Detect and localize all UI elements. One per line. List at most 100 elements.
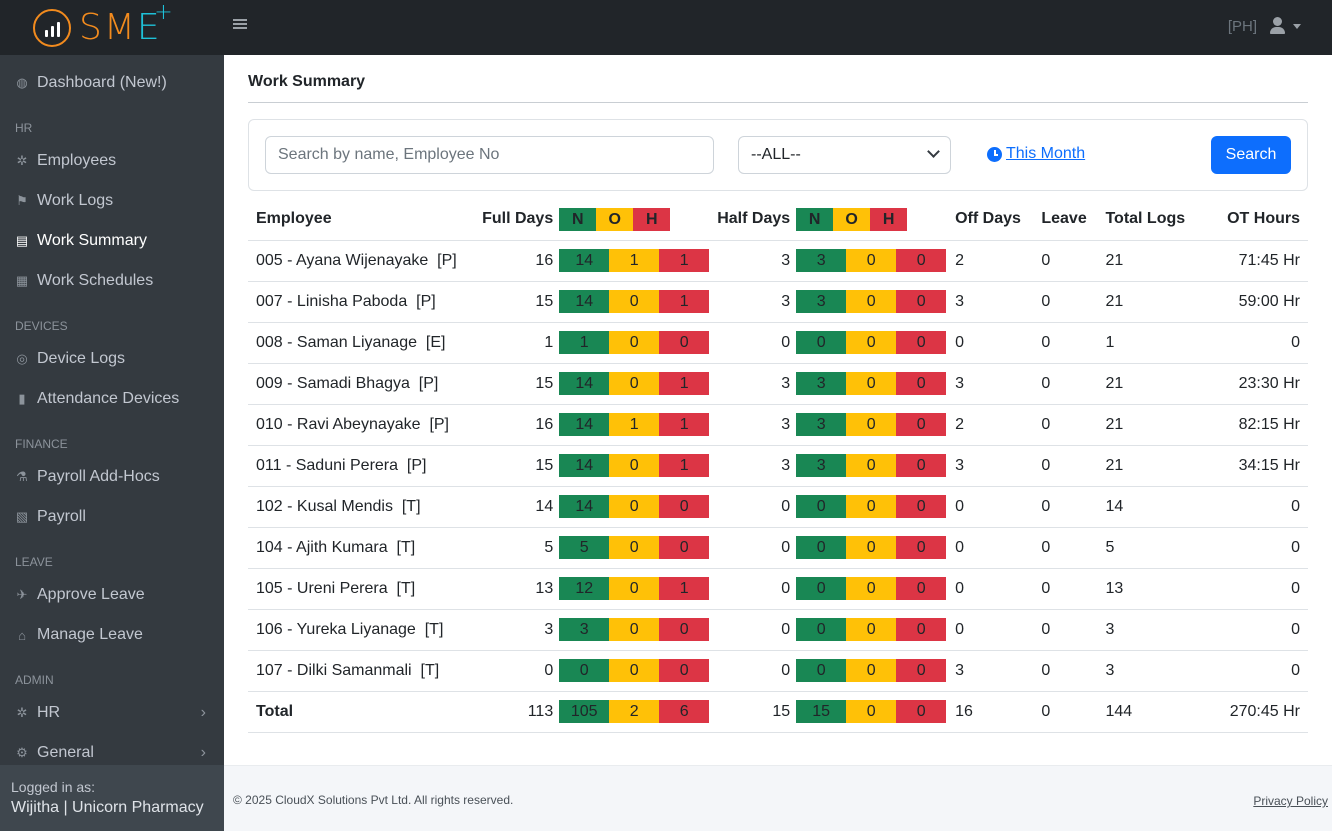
table-row[interactable]: 007 - Linisha Paboda [P] 15 14 0 1 3 3 0 0 3 0 21 59… [248, 281, 1308, 323]
col-leave: Leave [1033, 199, 1098, 241]
h-count-badge: 0 [896, 249, 947, 272]
sidebar-item-hr[interactable]: ✲ HR › [0, 693, 224, 733]
sidebar-item-work-summary[interactable]: ▤ Work Summary [0, 221, 224, 261]
o-count-badge: 0 [846, 413, 897, 436]
main-content: Work Summary --ALL-- This Month Search E… [224, 55, 1332, 765]
search-button[interactable]: Search [1211, 136, 1291, 174]
footer: © 2025 CloudX Solutions Pvt Ltd. All rig… [224, 765, 1332, 831]
o-count-badge: 0 [609, 331, 660, 354]
table-row[interactable]: 010 - Ravi Abeynayake [P] 16 14 1 1 3 3 0 0 2 0 21 8… [248, 404, 1308, 446]
sidebar-item-work-schedules[interactable]: ▦ Work Schedules [0, 261, 224, 301]
sidebar-item-label: Payroll [37, 508, 86, 525]
page-title: Work Summary [248, 73, 366, 90]
table-row[interactable]: 106 - Yureka Liyanage [T] 3 3 0 0 0 0 0 0 0 0 3 0 [248, 609, 1308, 651]
sidebar-item-payroll[interactable]: ▧ Payroll [0, 497, 224, 537]
sidebar-item-general[interactable]: ⚙ General › [0, 733, 224, 773]
o-count-badge: 0 [846, 331, 897, 354]
full-days-cell: 13 [474, 568, 560, 610]
house-icon: ⌂ [18, 627, 26, 643]
full-days-cell: 1 [474, 322, 560, 364]
select-value: --ALL-- [751, 146, 801, 163]
full-days-cell: 5 [474, 527, 560, 569]
brand-name: SME + [79, 0, 175, 48]
n-count-badge: 3 [796, 372, 847, 395]
sidebar-item-dashboard-new[interactable]: ◍ Dashboard (New!) [0, 63, 224, 103]
h-count-badge: 0 [659, 659, 710, 682]
off-days-cell: 3 [947, 363, 1034, 405]
user-menu[interactable]: [PH] [1228, 17, 1301, 35]
h-count-badge: 0 [896, 454, 947, 477]
n-count-badge: 0 [796, 618, 847, 641]
o-count-badge: 0 [609, 454, 660, 477]
ot-hours-cell: 0 [1199, 527, 1308, 569]
brand-logo[interactable]: SME + [0, 0, 224, 55]
sidebar-item-approve-leave[interactable]: ✈ Approve Leave [0, 575, 224, 615]
leave-cell: 0 [1033, 691, 1098, 733]
sidebar-header: HR [15, 121, 33, 135]
ot-hours-cell: 23:30 Hr [1199, 363, 1308, 405]
o-count-badge: 0 [846, 249, 897, 272]
ot-hours-cell: 0 [1199, 322, 1308, 364]
table-row[interactable]: 107 - Dilki Samanmali [T] 0 0 0 0 0 0 0 0 3 0 3 0 [248, 650, 1308, 692]
n-count-badge: 0 [796, 331, 847, 354]
o-count-badge: 0 [846, 290, 897, 313]
table-row[interactable]: 104 - Ajith Kumara [T] 5 5 0 0 0 0 0 0 0 0 5 0 [248, 527, 1308, 569]
n-count-badge: 105 [559, 700, 610, 723]
o-count-badge: 0 [609, 372, 660, 395]
h-count-badge: 1 [659, 372, 710, 395]
privacy-policy-link[interactable]: Privacy Policy [1253, 794, 1328, 808]
logged-in-box: Logged in as: Wijitha | Unicorn Pharmacy [0, 765, 224, 831]
leave-cell: 0 [1033, 281, 1098, 323]
sidebar-item-payroll-add-hocs[interactable]: ⚗ Payroll Add-Hocs [0, 457, 224, 497]
sidebar-item-label: Manage Leave [37, 626, 143, 643]
period-link[interactable]: This Month [987, 145, 1085, 163]
work-logs-icon: ⚑ [16, 193, 28, 208]
employee-type-select[interactable]: --ALL-- [738, 136, 951, 174]
leave-cell: 0 [1033, 404, 1098, 446]
total-logs-cell: 3 [1097, 650, 1200, 692]
table-row[interactable]: 009 - Samadi Bhagya [P] 15 14 0 1 3 3 0 0 3 0 21 23:… [248, 363, 1308, 405]
off-days-cell: 3 [947, 281, 1034, 323]
file-invoice-icon: ▧ [15, 509, 29, 524]
half-days-cell: 3 [709, 240, 797, 282]
n-count-badge: 14 [559, 290, 610, 313]
table-row[interactable]: 105 - Ureni Perera [T] 13 12 0 1 0 0 0 0 0 0 13 0 [248, 568, 1308, 610]
n-count-badge: 14 [559, 372, 610, 395]
leave-cell: 0 [1033, 363, 1098, 405]
full-days-cell: 0 [474, 650, 560, 692]
table-row[interactable]: 005 - Ayana Wijenayake [P] 16 14 1 1 3 3 0 0 2 0 21… [248, 240, 1308, 282]
table-body: 005 - Ayana Wijenayake [P] 16 14 1 1 3 3 0 0 2 0 21… [248, 240, 1308, 733]
sidebar-item-work-logs[interactable]: ⚑ Work Logs [0, 181, 224, 221]
off-days-cell: 0 [947, 568, 1034, 610]
sidebar-item-attendance-devices[interactable]: ▮ Attendance Devices [0, 379, 224, 419]
ot-hours-cell: 0 [1199, 609, 1308, 651]
table-row[interactable]: 008 - Saman Liyanage [E] 1 1 0 0 0 0 0 0 0 0 1 0 [248, 322, 1308, 364]
table-row[interactable]: 102 - Kusal Mendis [T] 14 14 0 0 0 0 0 0 0 0 14 0 [248, 486, 1308, 528]
n-count-badge: 14 [559, 249, 610, 272]
off-days-cell: 3 [947, 445, 1034, 487]
o-count-badge: 0 [846, 372, 897, 395]
full-days-cell: 15 [474, 281, 560, 323]
employee-cell: 011 - Saduni Perera [P] [248, 445, 475, 487]
table-row[interactable]: 011 - Saduni Perera [P] 15 14 0 1 3 3 0 0 3 0 21 34:… [248, 445, 1308, 487]
leave-cell: 0 [1033, 568, 1098, 610]
sidebar-item-label: Work Schedules [37, 272, 154, 289]
search-input[interactable] [265, 136, 714, 174]
sidebar-item-employees[interactable]: ✲ Employees [0, 141, 224, 181]
n-count-badge: 15 [796, 700, 847, 723]
full-days-breakdown: 12 0 1 [559, 568, 710, 610]
col-ot-hours: OT Hours [1199, 199, 1308, 241]
n-count-badge: 0 [796, 577, 847, 600]
chevron-right-icon: › [200, 744, 206, 761]
leave-cell: 0 [1033, 609, 1098, 651]
off-days-cell: 0 [947, 609, 1034, 651]
sidebar-item-manage-leave[interactable]: ⌂ Manage Leave [0, 615, 224, 655]
sidebar-item-device-logs[interactable]: ◎ Device Logs [0, 339, 224, 379]
leave-cell: 0 [1033, 240, 1098, 282]
leave-cell: 0 [1033, 650, 1098, 692]
menu-toggle-icon[interactable] [233, 17, 247, 31]
